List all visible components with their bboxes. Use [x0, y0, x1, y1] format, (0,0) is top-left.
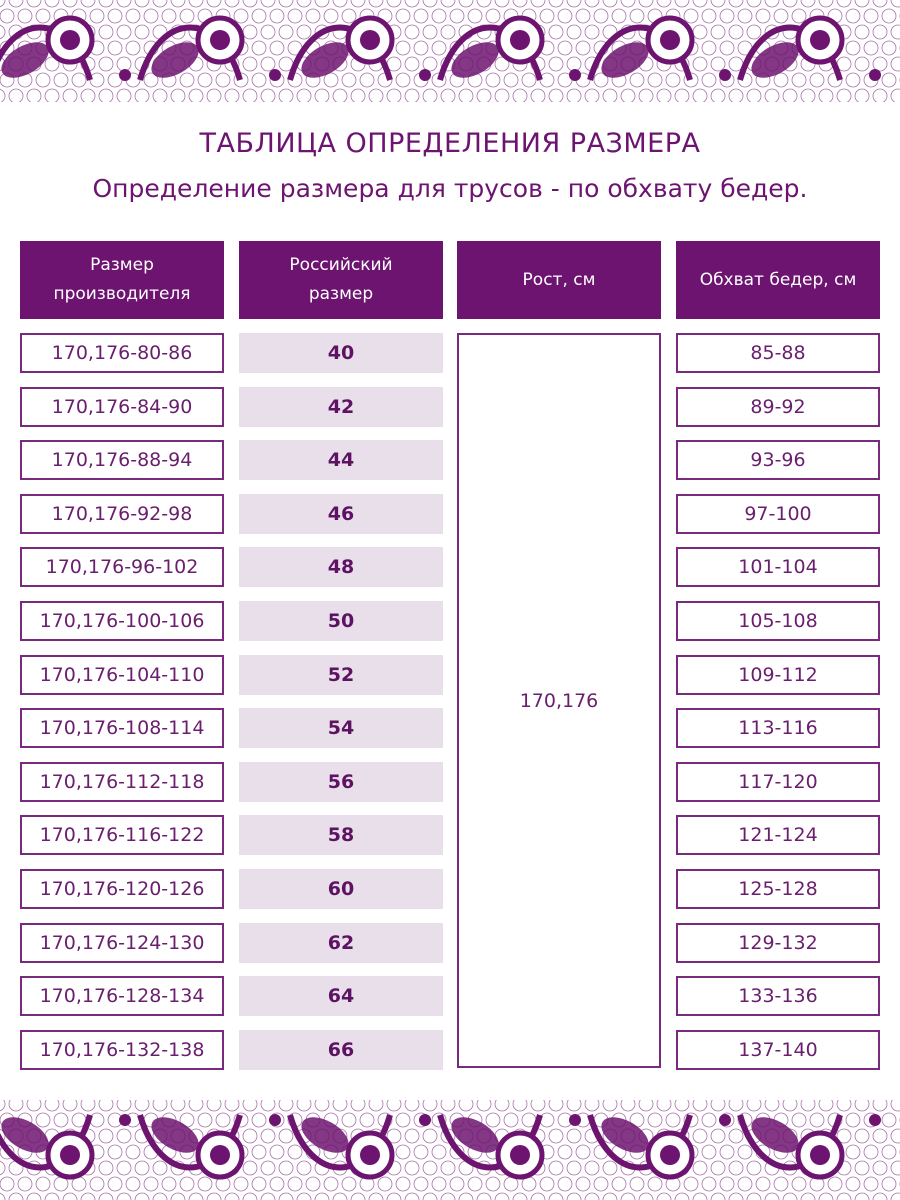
- maker-size-cell: 170,176-132-138: [20, 1029, 224, 1070]
- page-subtitle: Определение размера для трусов - по обхв…: [92, 174, 808, 203]
- header-hips: Обхват бедер, см: [676, 241, 880, 319]
- russian-size-cell: 48: [239, 547, 443, 588]
- height-cell: 170,176: [457, 333, 661, 1068]
- russian-size-cell: 58: [239, 815, 443, 856]
- hips-cell: 117-120: [676, 761, 880, 802]
- russian-size-cell: 64: [239, 976, 443, 1017]
- hips-cell: 121-124: [676, 815, 880, 856]
- hips-cell: 109-112: [676, 654, 880, 695]
- maker-size-cell: 170,176-84-90: [20, 386, 224, 427]
- russian-size-cell: 66: [239, 1029, 443, 1070]
- russian-size-cell: 56: [239, 761, 443, 802]
- russian-size-cell: 62: [239, 922, 443, 963]
- hips-cell: 93-96: [676, 440, 880, 481]
- maker-size-cell: 170,176-112-118: [20, 761, 224, 802]
- maker-size-cell: 170,176-108-114: [20, 708, 224, 749]
- maker-size-cell: 170,176-120-126: [20, 869, 224, 909]
- hips-cell: 105-108: [676, 601, 880, 641]
- hips-cell: 113-116: [676, 708, 880, 749]
- maker-size-cell: 170,176-128-134: [20, 976, 224, 1017]
- hips-cell: 137-140: [676, 1029, 880, 1070]
- maker-size-cell: 170,176-116-122: [20, 815, 224, 856]
- hips-cell: 101-104: [676, 547, 880, 588]
- hips-cell: 129-132: [676, 922, 880, 963]
- hips-cell: 133-136: [676, 976, 880, 1017]
- lace-border-bottom: [0, 1100, 900, 1200]
- maker-size-cell: 170,176-88-94: [20, 440, 224, 481]
- maker-size-cell: 170,176-104-110: [20, 654, 224, 695]
- russian-size-cell: 42: [239, 386, 443, 427]
- hips-cell: 89-92: [676, 386, 880, 427]
- header-russian-size: Российский размер: [239, 241, 443, 319]
- header-height: Рост, см: [457, 241, 661, 319]
- russian-size-cell: 44: [239, 440, 443, 481]
- russian-size-cell: 40: [239, 333, 443, 373]
- hips-cell: 97-100: [676, 493, 880, 534]
- header-maker-size: Размер производителя: [20, 241, 224, 319]
- russian-size-cell: 46: [239, 493, 443, 534]
- russian-size-cell: 52: [239, 654, 443, 695]
- maker-size-cell: 170,176-124-130: [20, 922, 224, 963]
- russian-size-cell: 54: [239, 708, 443, 749]
- maker-size-cell: 170,176-80-86: [20, 333, 224, 373]
- hips-cell: 125-128: [676, 869, 880, 909]
- maker-size-cell: 170,176-100-106: [20, 601, 224, 641]
- hips-cell: 85-88: [676, 333, 880, 373]
- russian-size-cell: 60: [239, 869, 443, 909]
- maker-size-cell: 170,176-92-98: [20, 493, 224, 534]
- maker-size-cell: 170,176-96-102: [20, 547, 224, 588]
- russian-size-cell: 50: [239, 601, 443, 641]
- lace-border-top: [0, 0, 900, 102]
- page-title: ТАБЛИЦА ОПРЕДЕЛЕНИЯ РАЗМЕРА: [199, 128, 701, 159]
